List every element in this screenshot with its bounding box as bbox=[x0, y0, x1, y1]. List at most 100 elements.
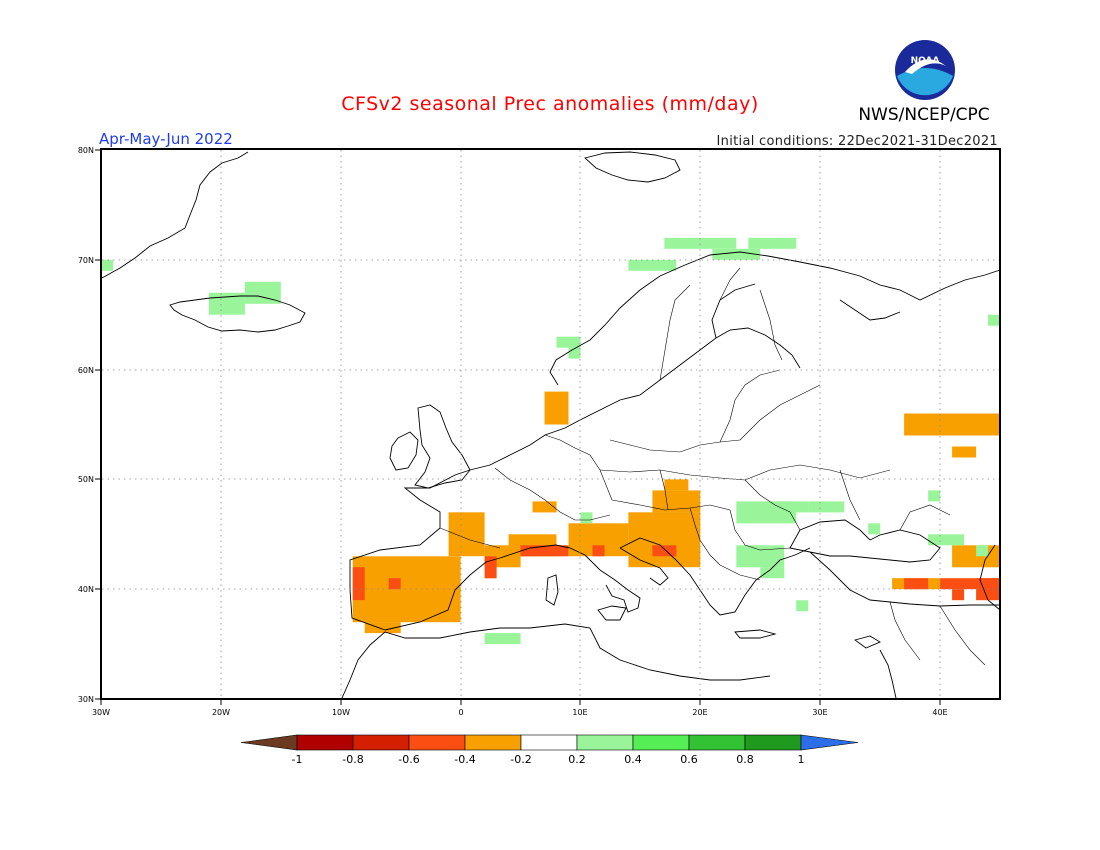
iceland-coast bbox=[169, 295, 306, 333]
sicily-coast bbox=[597, 605, 627, 621]
anomaly-cell bbox=[652, 545, 677, 557]
sardinia-coast bbox=[545, 574, 559, 606]
map-panel: 30W 20W 10W 0 10E 20E 30E 40E 30N 40N 50… bbox=[78, 146, 1001, 717]
white-sea-coast bbox=[839, 299, 901, 321]
x-tick-label: 10W bbox=[332, 708, 350, 717]
anomaly-cell bbox=[352, 567, 365, 601]
x-tick-label: 40E bbox=[932, 708, 947, 717]
noaa-logo: NOAA bbox=[895, 40, 955, 100]
svalbard-coast bbox=[584, 151, 681, 183]
season-label: Apr-May-Jun 2022 bbox=[99, 130, 233, 148]
anomaly-cell bbox=[592, 545, 605, 557]
y-tick-label: 70N bbox=[78, 256, 94, 265]
greenland-coast bbox=[101, 151, 249, 279]
crete-coast bbox=[734, 629, 777, 639]
y-tick-label: 50N bbox=[78, 475, 94, 484]
levant-coast bbox=[879, 649, 897, 699]
anomaly-cell bbox=[952, 589, 965, 601]
anomaly-cell bbox=[940, 578, 1000, 590]
colorbar-swatch bbox=[352, 734, 410, 751]
organization-label: NWS/NCEP/CPC bbox=[858, 105, 989, 125]
anomaly-cell bbox=[388, 578, 401, 590]
baltic-coast bbox=[579, 327, 801, 421]
x-axis-labels: 30W 20W 10W 0 10E 20E 30E 40E bbox=[92, 708, 948, 717]
colorbar-swatch bbox=[576, 734, 634, 751]
colorbar-swatch bbox=[296, 734, 354, 751]
colorbar-swatch bbox=[632, 734, 690, 751]
anomaly-cell bbox=[652, 490, 701, 513]
anomaly-cell bbox=[664, 479, 689, 491]
anomaly-cell bbox=[244, 281, 281, 304]
anomaly-cell bbox=[736, 545, 785, 568]
italy-coast bbox=[569, 547, 669, 613]
anomaly-cell bbox=[208, 292, 245, 315]
anomaly-cell bbox=[772, 501, 809, 513]
russia-arctic-coast bbox=[879, 269, 1001, 301]
x-tick-label: 20E bbox=[692, 708, 707, 717]
colorbar: -1 -0.8 -0.6 -0.4 -0.2 0.2 0.4 0.6 0.8 1 bbox=[240, 734, 859, 766]
anomaly-cell bbox=[544, 391, 569, 425]
anomaly-cell bbox=[976, 545, 989, 557]
colorbar-label: -1 bbox=[292, 753, 303, 766]
anomaly-cell bbox=[868, 523, 881, 535]
anomaly-cell bbox=[580, 512, 593, 524]
colorbar-label: 1 bbox=[798, 753, 805, 766]
norway-sweden-coast bbox=[549, 251, 881, 386]
colorbar-label: 0.8 bbox=[736, 753, 754, 766]
anomaly-cell bbox=[628, 512, 701, 568]
anomaly-cell bbox=[568, 347, 581, 359]
colorbar-swatch bbox=[520, 734, 578, 751]
colorbar-label: -0.4 bbox=[454, 753, 475, 766]
spain-med-coast bbox=[384, 544, 571, 631]
y-tick-label: 80N bbox=[78, 146, 94, 155]
map-title: CFSv2 seasonal Prec anomalies (mm/day) bbox=[341, 93, 759, 115]
anomaly-cell bbox=[928, 490, 941, 502]
initial-conditions-label: Initial conditions: 22Dec2021-31Dec2021 bbox=[717, 134, 998, 149]
anomaly-grid bbox=[101, 237, 1001, 645]
caspian-coast bbox=[979, 544, 1001, 611]
y-tick-label: 40N bbox=[78, 585, 94, 594]
anomaly-cell bbox=[952, 446, 977, 458]
anomaly-cell bbox=[712, 248, 761, 260]
colorbar-swatch bbox=[744, 734, 802, 751]
graticule bbox=[102, 150, 999, 698]
country-borders bbox=[439, 267, 986, 666]
ireland-coast bbox=[389, 431, 419, 471]
x-tick-label: 0 bbox=[458, 708, 463, 717]
y-tick-label: 60N bbox=[78, 366, 94, 375]
anomaly-cell bbox=[448, 512, 485, 557]
anomaly-cell bbox=[520, 545, 569, 557]
colorbar-label: -0.8 bbox=[342, 753, 363, 766]
y-axis-labels: 30N 40N 50N 60N 70N 80N bbox=[78, 146, 94, 704]
anomaly-cell bbox=[796, 600, 809, 612]
anomaly-cell bbox=[364, 622, 401, 634]
colorbar-arrow-high bbox=[800, 734, 859, 751]
western-coast bbox=[349, 419, 581, 631]
x-tick-label: 20W bbox=[212, 708, 230, 717]
anomaly-cell bbox=[628, 259, 677, 271]
coastlines bbox=[101, 151, 1001, 699]
anomaly-cell bbox=[748, 237, 797, 249]
colorbar-label: -0.2 bbox=[510, 753, 531, 766]
colorbar-label: 0.4 bbox=[624, 753, 642, 766]
anomaly-cell bbox=[928, 534, 965, 546]
tick-marks bbox=[95, 149, 941, 705]
colorbar-swatch bbox=[464, 734, 522, 751]
y-tick-label: 30N bbox=[78, 695, 94, 704]
anomaly-cell bbox=[352, 556, 461, 623]
anomaly-cell bbox=[664, 237, 737, 249]
x-tick-label: 30W bbox=[92, 708, 110, 717]
anomaly-cell bbox=[556, 336, 581, 348]
colorbar-label: 0.6 bbox=[680, 753, 698, 766]
anomaly-cell bbox=[484, 633, 521, 645]
anomaly-cell bbox=[904, 578, 929, 590]
x-tick-label: 30E bbox=[812, 708, 827, 717]
anomaly-cell bbox=[988, 314, 1000, 326]
anomaly-cell bbox=[532, 501, 557, 513]
colorbar-label: 0.2 bbox=[568, 753, 586, 766]
colorbar-label: -0.6 bbox=[398, 753, 419, 766]
colorbar-swatch bbox=[688, 734, 746, 751]
colorbar-labels: -1 -0.8 -0.6 -0.4 -0.2 0.2 0.4 0.6 0.8 1 bbox=[292, 753, 805, 766]
british-isles-coast bbox=[414, 404, 471, 489]
